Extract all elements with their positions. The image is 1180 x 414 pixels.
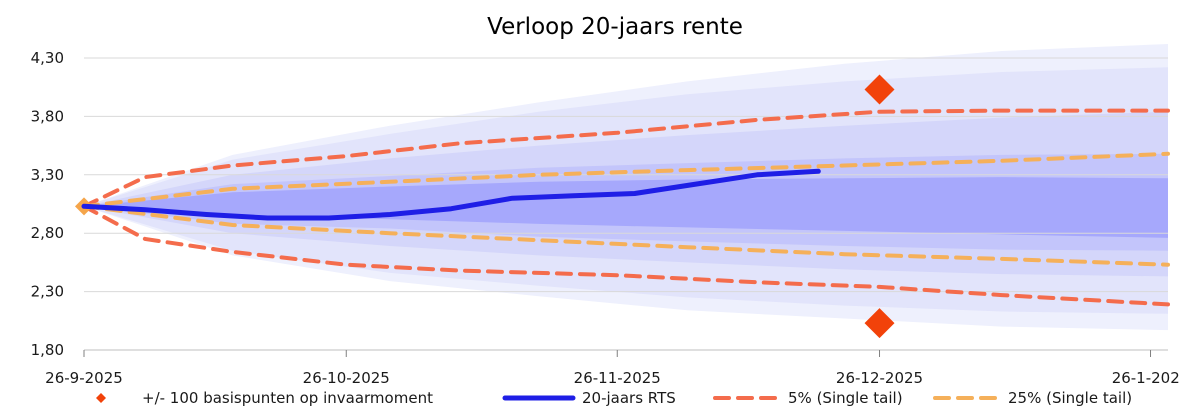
y-tick-label: 2,80 [31, 224, 64, 242]
basispunten-diamond-marker [864, 308, 895, 339]
legend-label: +/- 100 basispunten op invaarmoment [142, 389, 433, 407]
legend-label: 25% (Single tail) [1008, 389, 1132, 407]
y-tick-label: 3,80 [31, 107, 64, 125]
legend: +/- 100 basispunten op invaarmoment 20-ja… [96, 389, 1132, 407]
x-tick-label: 26-11-2025 [574, 369, 661, 387]
x-tick-label: 26-10-2025 [303, 369, 390, 387]
x-axis: 26-9-2025 26-10-2025 26-11-2025 26-12-2025 2… [45, 349, 1180, 387]
series-layer [75, 74, 1170, 339]
y-tick-label: 2,30 [31, 283, 64, 301]
series-1-lower-line [82, 204, 1170, 307]
series-rts-line [81, 168, 821, 221]
legend-diamond-icon [96, 393, 106, 403]
y-tick-label: 4,30 [31, 49, 64, 67]
x-tick-label: 26-12-2025 [836, 369, 923, 387]
basispunten-diamond-marker [864, 74, 895, 105]
y-axis: 1,80 2,30 2,80 3,30 3,80 4,30 [31, 49, 64, 359]
legend-label: 20-jaars RTS [582, 389, 676, 407]
x-tick-label: 26-1-2026 [1112, 369, 1180, 387]
fan-band-5 [84, 177, 1168, 238]
series-1-upper-line [82, 108, 1170, 209]
fan-bands [84, 44, 1168, 331]
series-2-upper-line [82, 151, 1170, 209]
grid-lines [84, 57, 1168, 351]
y-tick-label: 3,30 [31, 166, 64, 184]
series-2-lower-line [82, 204, 1170, 267]
y-tick-label: 1,80 [31, 341, 64, 359]
x-tick-label: 26-9-2025 [45, 369, 123, 387]
chart-title: Verloop 20-jaars rente [487, 14, 743, 40]
legend-label: 5% (Single tail) [788, 389, 903, 407]
